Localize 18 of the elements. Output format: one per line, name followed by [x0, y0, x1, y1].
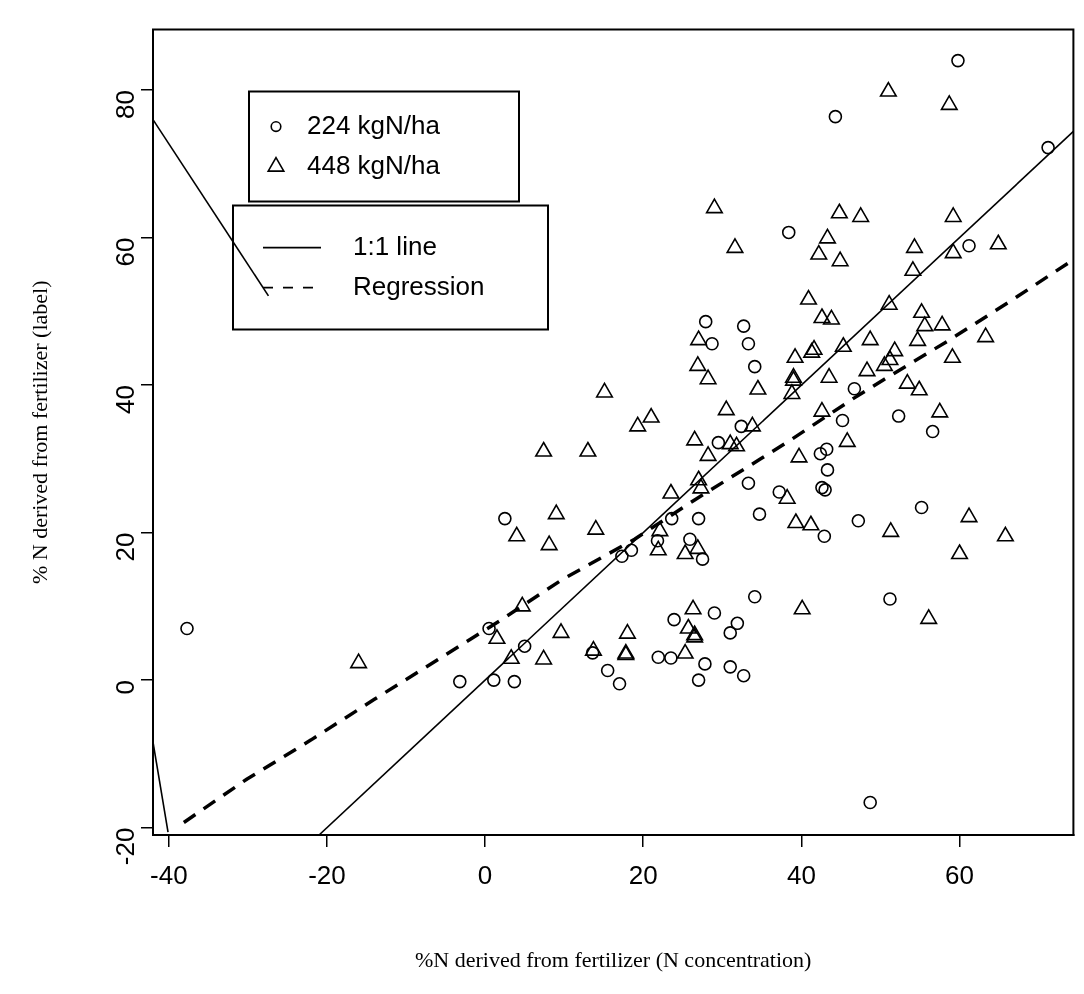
y-axis-title: % N derived from fertilizer (label)	[26, 280, 52, 585]
y-tick-label: 20	[110, 532, 141, 562]
legend-label: Regression	[353, 270, 485, 301]
y-tick-label: 60	[110, 237, 141, 267]
legend-label: 448 kgN/ha	[307, 149, 441, 180]
x-tick-label: -20	[308, 859, 346, 890]
y-tick-label: -20	[110, 827, 141, 866]
x-tick-label: 0	[477, 859, 493, 890]
x-tick-label: 40	[786, 859, 816, 890]
y-tick-label: 80	[110, 90, 141, 119]
legend-label: 224 kgN/ha	[307, 109, 441, 140]
x-tick-label: 20	[628, 859, 658, 890]
legend-label: 1:1 line	[353, 230, 437, 261]
x-tick-label: 60	[945, 859, 974, 890]
x-tick-label: -40	[150, 859, 188, 890]
y-tick-label: 0	[110, 680, 141, 695]
x-axis-title: %N derived from fertilizer (N concentration)	[414, 946, 812, 972]
y-tick-label: 40	[110, 385, 141, 415]
